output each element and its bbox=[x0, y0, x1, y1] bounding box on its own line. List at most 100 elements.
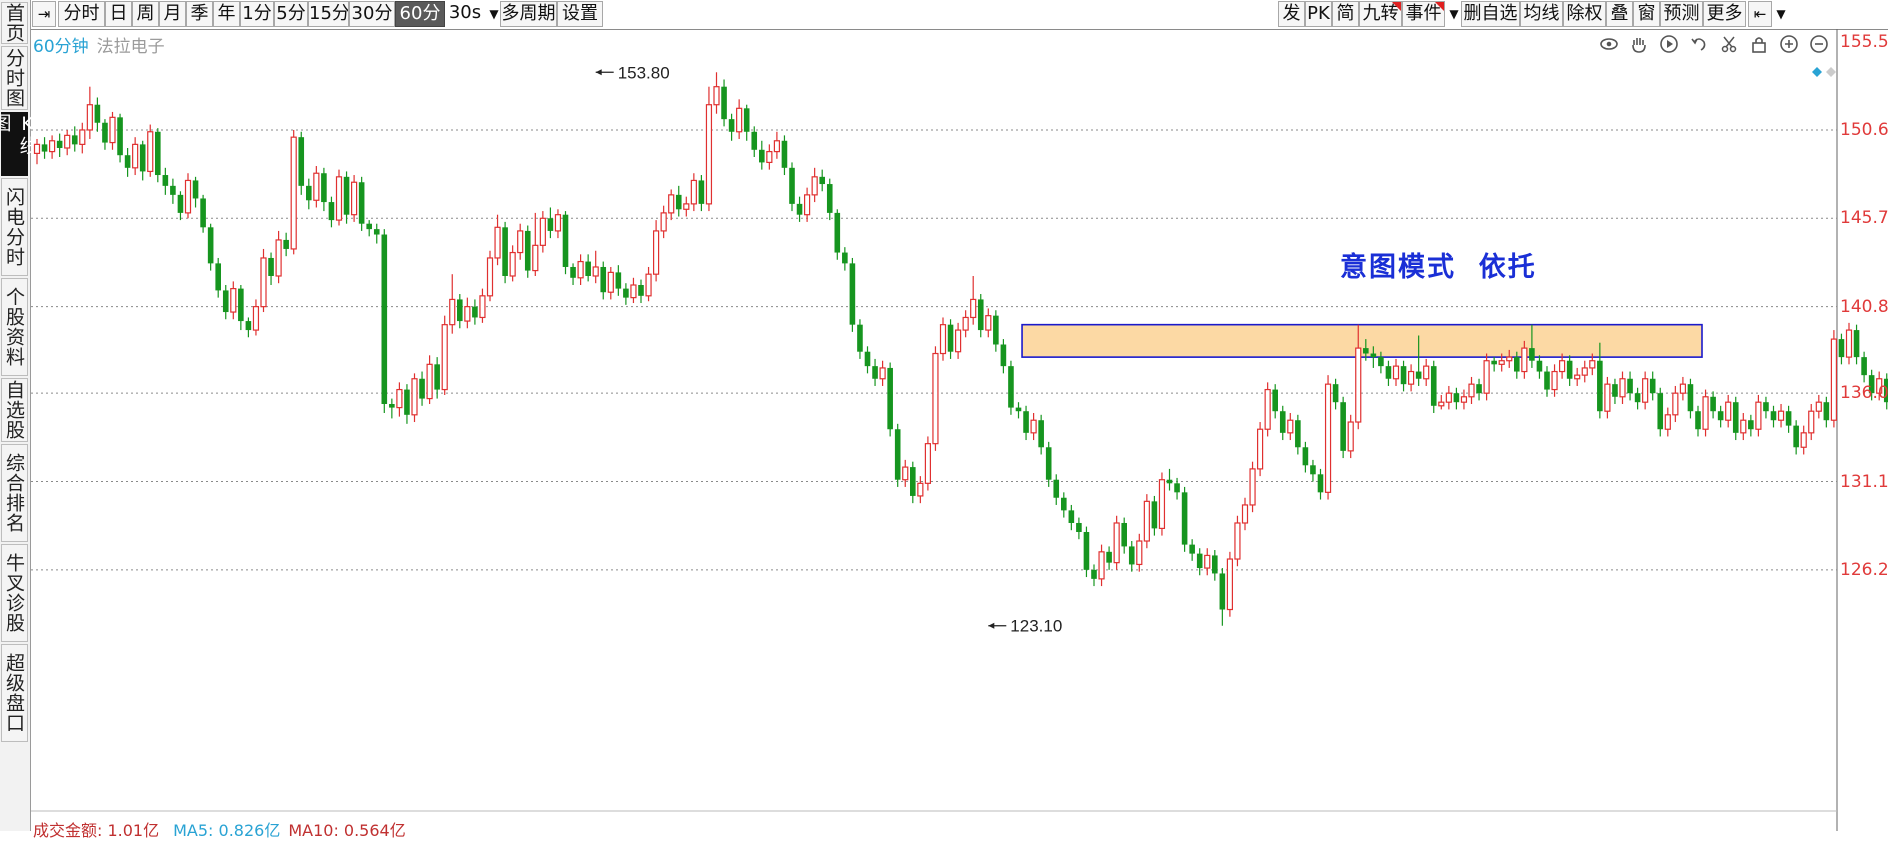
candle-body bbox=[441, 324, 448, 391]
multi-period-button[interactable]: 多周期 bbox=[500, 1, 557, 27]
eye-icon[interactable] bbox=[1598, 33, 1620, 55]
sidebar-item-super-quote[interactable]: 超级盘口 bbox=[1, 644, 28, 742]
candle-body bbox=[49, 140, 56, 153]
period-30s-select[interactable]: 30s bbox=[445, 1, 485, 27]
sidebar-item-kline[interactable]: K线图 bbox=[0, 112, 39, 176]
fa-button[interactable]: 发 bbox=[1278, 1, 1305, 27]
candle-body bbox=[615, 272, 622, 289]
candle-body bbox=[1295, 420, 1301, 448]
candle-body bbox=[1430, 366, 1437, 406]
nine-turn-button[interactable]: 九转 bbox=[1359, 1, 1402, 27]
candle-body bbox=[1529, 348, 1535, 361]
fa-button-label: 发 bbox=[1282, 3, 1301, 24]
candle-body bbox=[1241, 504, 1249, 524]
candle-body bbox=[71, 135, 78, 145]
period-month[interactable]: 月 bbox=[159, 1, 186, 27]
candle-body bbox=[509, 251, 516, 277]
period-week[interactable]: 周 bbox=[132, 1, 159, 27]
candle-body bbox=[1445, 392, 1452, 403]
candle-body bbox=[872, 366, 878, 379]
candle-body bbox=[1785, 411, 1792, 426]
events-dropdown-icon[interactable]: ▼ bbox=[1449, 7, 1459, 21]
y-axis-tick-label: 150.6 bbox=[1840, 119, 1888, 140]
ex-rights-button[interactable]: 除权 bbox=[1563, 1, 1606, 27]
candle-body bbox=[1378, 357, 1384, 367]
sidebar-item-ranking[interactable]: 综合排名 bbox=[1, 444, 28, 542]
scissors-icon[interactable] bbox=[1718, 33, 1740, 55]
candle-body bbox=[1861, 357, 1867, 376]
lock-icon[interactable] bbox=[1748, 33, 1770, 55]
settings-button[interactable]: 设置 bbox=[557, 1, 603, 27]
period-timeshare[interactable]: 分时 bbox=[58, 1, 105, 27]
simple-button[interactable]: 简 bbox=[1332, 1, 1359, 27]
period-dropdown-icon[interactable]: ▼ bbox=[489, 7, 499, 21]
candle-body bbox=[313, 172, 320, 201]
candle-body bbox=[1483, 360, 1490, 394]
candle-body bbox=[1838, 339, 1845, 358]
period-15min[interactable]: 15分 bbox=[308, 1, 349, 27]
candle-body bbox=[434, 364, 440, 390]
candle-body bbox=[675, 194, 682, 210]
candle-body bbox=[1212, 555, 1218, 574]
candle-body bbox=[1158, 479, 1166, 529]
candle-body bbox=[1748, 420, 1754, 430]
sidebar-item-home[interactable]: 首页 bbox=[1, 2, 28, 44]
hand-icon[interactable] bbox=[1628, 33, 1650, 55]
sidebar-item-timeshare[interactable]: 分时图 bbox=[1, 46, 28, 110]
toolbar-more-dropdown-icon[interactable]: ▼ bbox=[1776, 7, 1786, 21]
candle-body bbox=[607, 271, 614, 293]
period-quarter[interactable]: 季 bbox=[186, 1, 213, 27]
forecast-button[interactable]: 预测 bbox=[1660, 1, 1703, 27]
period-day[interactable]: 日 bbox=[105, 1, 132, 27]
period-5min[interactable]: 5分 bbox=[274, 1, 308, 27]
candle-body bbox=[33, 143, 41, 154]
candle-body bbox=[834, 212, 841, 253]
left-sidebar: 首页 分时图 K线图 闪电分时 个股资料 自选股 综合排名 牛叉诊股超级盘口 bbox=[0, 0, 39, 831]
period-1min[interactable]: 1分 bbox=[240, 1, 274, 27]
candle-body bbox=[1415, 371, 1422, 379]
y-axis-tick-label: 145.7 bbox=[1840, 208, 1888, 229]
candle-body bbox=[690, 179, 697, 205]
jump-first-icon[interactable]: ⇤ bbox=[1748, 1, 1772, 27]
candle-body bbox=[630, 284, 637, 299]
candle-body bbox=[1657, 393, 1664, 430]
pk-button[interactable]: PK bbox=[1305, 1, 1332, 27]
candle-body bbox=[1310, 465, 1316, 475]
more-button[interactable]: 更多 bbox=[1703, 1, 1746, 27]
candle-body bbox=[1317, 474, 1324, 493]
sidebar-item-watchlist[interactable]: 自选股 bbox=[1, 378, 28, 442]
sidebar-item-flash-timeshare[interactable]: 闪电分时 bbox=[1, 178, 28, 276]
sidebar-item-label: 超级盘口 bbox=[3, 653, 25, 733]
candle-body bbox=[358, 182, 365, 224]
candle-body bbox=[396, 388, 403, 409]
sidebar-item-stock-info[interactable]: 个股资料 bbox=[1, 278, 28, 376]
candle-body bbox=[283, 239, 289, 249]
candle-body bbox=[910, 467, 916, 496]
candle-body bbox=[570, 266, 576, 278]
candle-body bbox=[1710, 396, 1716, 412]
window-button[interactable]: 窗 bbox=[1633, 1, 1660, 27]
candle-body bbox=[1793, 425, 1799, 448]
candle-body bbox=[789, 167, 795, 204]
candle-body bbox=[1226, 558, 1234, 611]
period-30min[interactable]: 30分 bbox=[349, 1, 395, 27]
remove-watchlist-button[interactable]: 删自选 bbox=[1461, 1, 1520, 27]
zoom-out-icon[interactable] bbox=[1808, 33, 1830, 55]
events-button[interactable]: 事件 bbox=[1402, 1, 1445, 27]
zoom-in-icon[interactable] bbox=[1778, 33, 1800, 55]
play-icon[interactable] bbox=[1658, 33, 1680, 55]
period-60min[interactable]: 60分 bbox=[395, 1, 445, 27]
overlay-button[interactable]: 叠 bbox=[1606, 1, 1633, 27]
sidebar-item-diagnosis[interactable]: 牛叉诊股 bbox=[1, 544, 28, 642]
candle-body bbox=[1407, 370, 1415, 385]
undo-icon[interactable] bbox=[1688, 33, 1710, 55]
candle-body bbox=[887, 367, 893, 430]
period-year[interactable]: 年 bbox=[213, 1, 240, 27]
stock-name: 法拉电子 bbox=[96, 37, 165, 57]
candle-body bbox=[1113, 522, 1120, 564]
kline-chart[interactable]: 153.80 123.10 bbox=[31, 29, 1888, 831]
candle-body bbox=[200, 198, 206, 228]
collapse-sidebar-icon[interactable]: ⇥ bbox=[32, 1, 56, 27]
moving-average-button[interactable]: 均线 bbox=[1520, 1, 1563, 27]
candle-body bbox=[781, 140, 788, 168]
